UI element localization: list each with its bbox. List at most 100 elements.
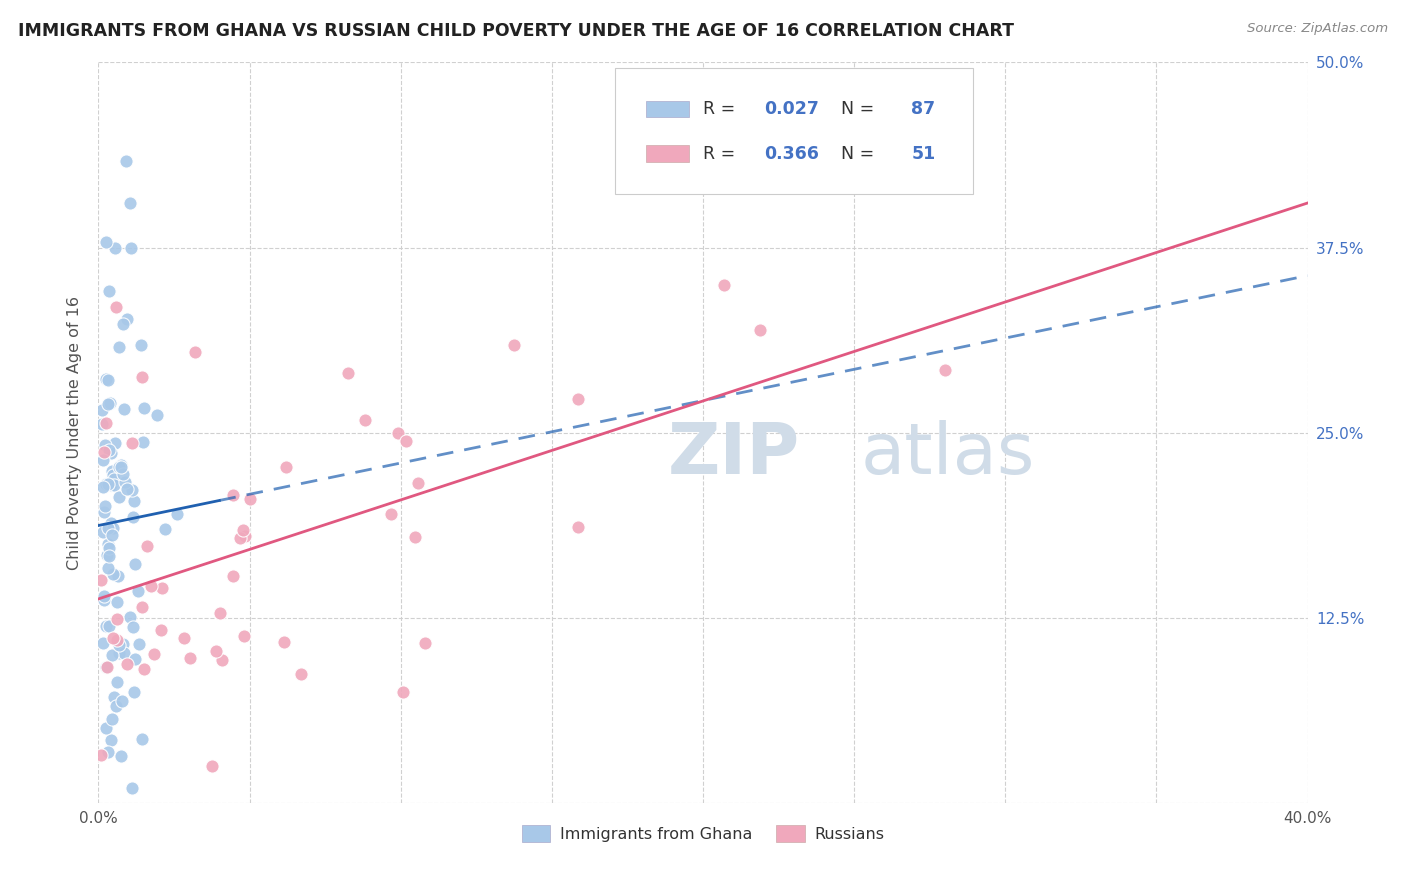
Point bbox=[233, 529, 256, 543]
Text: 0.027: 0.027 bbox=[763, 100, 818, 118]
Point bbox=[112, 646, 135, 660]
Point bbox=[110, 748, 132, 763]
Point bbox=[107, 639, 129, 653]
Point bbox=[98, 442, 121, 457]
Point bbox=[90, 403, 112, 417]
Point bbox=[111, 467, 134, 481]
Point bbox=[97, 745, 120, 759]
Point bbox=[91, 417, 114, 432]
Point bbox=[96, 416, 118, 430]
Point bbox=[120, 241, 142, 255]
Point bbox=[132, 435, 155, 450]
Point bbox=[104, 699, 127, 714]
Point bbox=[121, 436, 143, 450]
Text: 87: 87 bbox=[911, 100, 935, 118]
Point bbox=[97, 373, 120, 387]
Point bbox=[100, 712, 122, 726]
Point bbox=[97, 537, 120, 551]
Point bbox=[107, 569, 129, 583]
Point bbox=[91, 480, 114, 494]
Point bbox=[229, 531, 252, 545]
Point bbox=[387, 425, 409, 440]
Point bbox=[93, 445, 115, 459]
Point bbox=[233, 629, 256, 643]
Text: atlas: atlas bbox=[860, 420, 1035, 490]
Point bbox=[100, 516, 122, 530]
Y-axis label: Child Poverty Under the Age of 16: Child Poverty Under the Age of 16 bbox=[67, 295, 83, 570]
Point bbox=[118, 195, 141, 210]
Point bbox=[93, 593, 115, 607]
Point bbox=[108, 491, 131, 505]
Text: 0.366: 0.366 bbox=[763, 145, 818, 162]
Point bbox=[98, 395, 121, 409]
Point bbox=[90, 573, 112, 587]
Point bbox=[413, 636, 436, 650]
Point bbox=[93, 453, 115, 467]
Point bbox=[150, 624, 173, 638]
Point bbox=[96, 619, 118, 633]
Point bbox=[179, 651, 201, 665]
Point bbox=[100, 733, 122, 747]
Point bbox=[131, 369, 153, 384]
Point bbox=[132, 401, 155, 415]
Point bbox=[153, 522, 176, 536]
Text: Source: ZipAtlas.com: Source: ZipAtlas.com bbox=[1247, 22, 1388, 36]
Point bbox=[273, 635, 295, 649]
Point bbox=[101, 528, 124, 542]
Point bbox=[96, 548, 118, 562]
Point bbox=[183, 345, 205, 359]
Point bbox=[166, 507, 188, 521]
Point bbox=[122, 494, 145, 508]
Point bbox=[713, 278, 735, 293]
Text: R =: R = bbox=[703, 100, 741, 118]
Point bbox=[91, 635, 114, 649]
Point bbox=[98, 549, 121, 564]
Point bbox=[110, 458, 132, 473]
Point bbox=[103, 478, 125, 492]
Point bbox=[380, 507, 402, 521]
Point bbox=[105, 595, 128, 609]
Point bbox=[93, 505, 115, 519]
Point bbox=[208, 607, 231, 621]
Point bbox=[101, 648, 124, 663]
Point bbox=[98, 541, 121, 556]
Point bbox=[101, 631, 124, 645]
Point bbox=[239, 492, 262, 507]
Point bbox=[124, 557, 146, 571]
Point bbox=[131, 731, 153, 746]
Point bbox=[152, 582, 174, 596]
Point bbox=[141, 579, 163, 593]
Point bbox=[115, 657, 138, 672]
Point bbox=[101, 520, 124, 534]
Point bbox=[136, 539, 159, 553]
Point bbox=[146, 409, 169, 423]
Point bbox=[94, 721, 117, 735]
Point bbox=[97, 521, 120, 535]
Point bbox=[502, 338, 524, 352]
Point bbox=[173, 631, 195, 645]
Point bbox=[121, 483, 143, 497]
Point bbox=[96, 660, 118, 674]
Text: N =: N = bbox=[830, 145, 880, 162]
Point bbox=[567, 392, 589, 406]
Point bbox=[98, 619, 121, 633]
FancyBboxPatch shape bbox=[614, 68, 973, 194]
Point bbox=[100, 446, 122, 460]
Point bbox=[103, 567, 125, 582]
Point bbox=[232, 523, 254, 537]
Point bbox=[127, 583, 149, 598]
Point bbox=[96, 372, 118, 386]
Point bbox=[108, 646, 131, 660]
Text: R =: R = bbox=[703, 145, 741, 162]
FancyBboxPatch shape bbox=[647, 101, 689, 117]
FancyBboxPatch shape bbox=[647, 145, 689, 161]
Point bbox=[94, 235, 117, 249]
Point bbox=[93, 590, 115, 604]
Text: IMMIGRANTS FROM GHANA VS RUSSIAN CHILD POVERTY UNDER THE AGE OF 16 CORRELATION C: IMMIGRANTS FROM GHANA VS RUSSIAN CHILD P… bbox=[18, 22, 1014, 40]
Point bbox=[105, 674, 128, 689]
Point bbox=[211, 653, 233, 667]
Point bbox=[121, 620, 143, 634]
Point bbox=[94, 438, 117, 452]
Point bbox=[222, 488, 245, 502]
Point bbox=[406, 476, 429, 491]
